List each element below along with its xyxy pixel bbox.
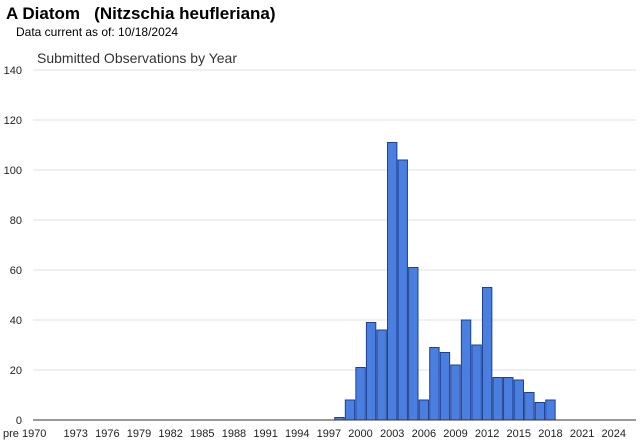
bar-2013 <box>492 377 503 421</box>
x-tick-label: pre 1970 <box>3 428 46 440</box>
x-tick-label: 1985 <box>190 428 214 440</box>
bar-2004 <box>397 159 408 421</box>
y-tick-label: 140 <box>4 65 22 77</box>
bar-2012 <box>481 287 493 421</box>
bar-2009 <box>450 364 461 421</box>
y-tick-label: 60 <box>10 265 22 277</box>
y-tick-label: 40 <box>10 315 22 327</box>
bar-2017 <box>534 402 546 421</box>
bar-2001 <box>365 322 377 421</box>
x-tick-label: 1982 <box>158 428 182 440</box>
bar-2002 <box>376 329 387 421</box>
y-tick-label: 0 <box>16 415 22 427</box>
x-tick-label: 2000 <box>348 428 372 440</box>
y-axis-labels: 0 20 40 60 80 100 120 140 <box>4 65 22 427</box>
bar-2018 <box>545 399 556 421</box>
x-tick-label: 2006 <box>412 428 436 440</box>
x-tick-label: 2003 <box>380 428 404 440</box>
bars <box>334 142 556 421</box>
bar-2005 <box>408 267 419 421</box>
page-title: A Diatom (Nitzschia heufleriana) <box>6 4 276 23</box>
y-tick-label: 100 <box>4 165 22 177</box>
x-tick-label: 1973 <box>63 428 87 440</box>
data-date-subtitle: Data current as of: 10/18/2024 <box>16 25 179 39</box>
bar-2015 <box>513 379 524 421</box>
bar-2007 <box>429 347 440 421</box>
bar-1999 <box>344 399 356 421</box>
x-axis-labels: pre 1970 1973 1976 1979 1982 1985 1988 1991 1994… <box>3 428 626 440</box>
x-tick-label: 1994 <box>285 428 309 440</box>
x-tick-label: 1997 <box>317 428 341 440</box>
x-tick-label: 2009 <box>443 428 467 440</box>
bar-2010 <box>460 319 472 421</box>
bar-2014 <box>503 377 514 421</box>
y-tick-label: 80 <box>10 215 22 227</box>
x-tick-label: 1988 <box>222 428 246 440</box>
x-tick-label: 2021 <box>570 428 594 440</box>
x-tick-label: 2015 <box>507 428 531 440</box>
bar-2000 <box>355 367 366 421</box>
x-tick-label: 1976 <box>95 428 119 440</box>
chart-title: Submitted Observations by Year <box>37 50 237 66</box>
bar-2006 <box>418 399 430 421</box>
y-tick-label: 20 <box>10 365 22 377</box>
x-tick-label: 2018 <box>538 428 562 440</box>
y-gridlines <box>33 69 636 371</box>
bar-2008 <box>439 352 451 421</box>
y-tick-label: 120 <box>4 115 22 127</box>
x-tick-label: 2024 <box>602 428 626 440</box>
bar-2016 <box>524 392 535 421</box>
x-tick-label: 1991 <box>253 428 277 440</box>
bar-2003 <box>387 142 398 421</box>
x-tick-label: 1979 <box>127 428 151 440</box>
bar-2011 <box>471 344 482 421</box>
x-tick-label: 2012 <box>475 428 499 440</box>
